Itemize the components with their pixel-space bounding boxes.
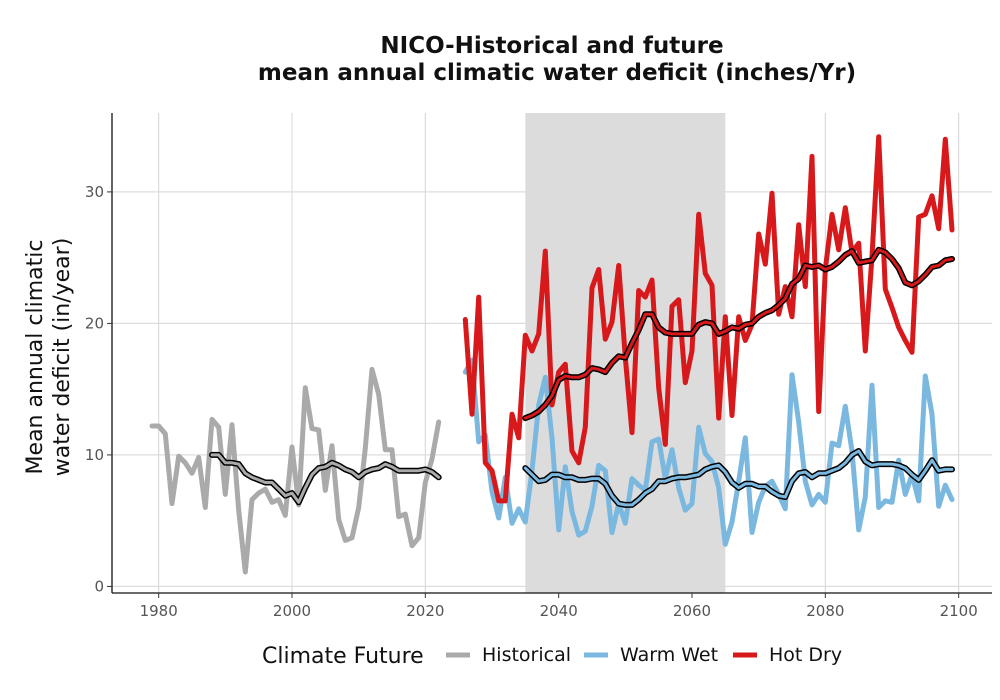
legend-item-warm-wet: Warm Wet [584, 644, 718, 666]
smooth-layer [209, 246, 955, 508]
y-tick-label: 10 [85, 446, 104, 464]
warm-wet-smooth-line [523, 449, 954, 507]
x-tick-label: 2000 [273, 602, 311, 620]
hot-dry-series-line [462, 134, 955, 504]
legend-item-hot-dry: Hot Dry [733, 644, 842, 666]
x-tick-label: 1980 [140, 602, 178, 620]
legend-title: Climate Future [262, 644, 424, 669]
legend-label-historical: Historical [482, 644, 571, 666]
y-axis-title-line2: water deficit (in/year) [50, 238, 75, 477]
x-tick-label: 2100 [940, 602, 978, 620]
x-tick-label: 2080 [806, 602, 844, 620]
chart-subtitle: mean annual climatic water deficit (inch… [258, 60, 856, 86]
chart-title: NICO-Historical and future [380, 33, 723, 59]
x-tick-label: 2040 [540, 602, 578, 620]
axes: 1980 2000 2020 2040 2060 2080 2100 0 10 20 30 [85, 113, 992, 620]
y-tick-label: 30 [85, 183, 104, 201]
historical-smooth-line [210, 453, 441, 504]
series-layer [149, 134, 955, 575]
warm-wet-series-line [462, 357, 955, 547]
y-tick-label: 20 [85, 314, 104, 332]
legend: Climate Future Historical Warm Wet Hot Dry [262, 644, 842, 669]
grid-over-shade [112, 113, 992, 593]
hot-dry-smooth-line [523, 248, 954, 420]
legend-item-historical: Historical [446, 644, 571, 666]
x-tick-label: 2020 [406, 602, 444, 620]
y-tick-label: 0 [94, 577, 104, 595]
historical-series-line [149, 366, 442, 575]
y-axis-title-line1: Mean annual climatic [23, 240, 48, 475]
x-tick-label: 2060 [673, 602, 711, 620]
legend-label-hot-dry: Hot Dry [769, 644, 842, 666]
legend-label-warm-wet: Warm Wet [620, 644, 718, 666]
